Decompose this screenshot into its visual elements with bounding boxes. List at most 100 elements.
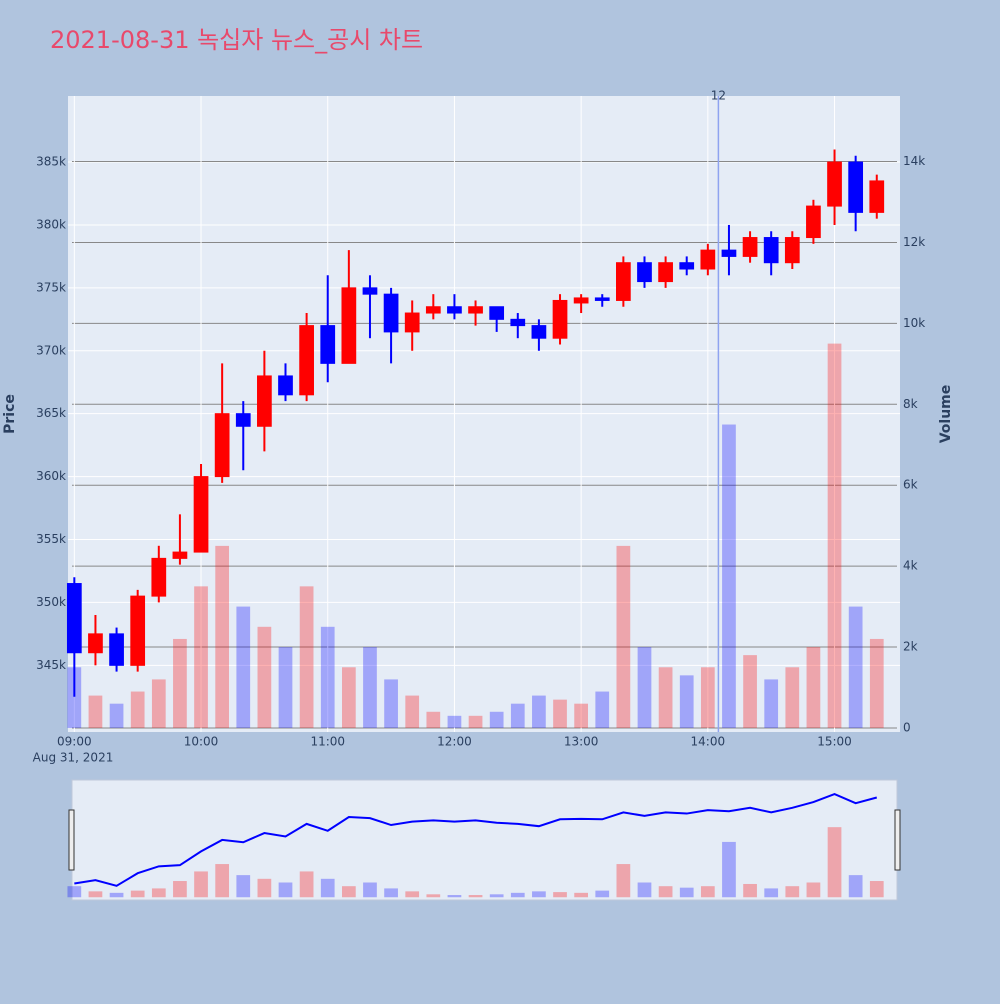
slider-volume-bar [616, 864, 631, 898]
slider-volume-bar [363, 882, 377, 898]
slider-volume-bar [806, 882, 821, 898]
x-tick-label: 12:00 [437, 735, 472, 749]
candle-body [510, 318, 526, 327]
slider-volume-bar [489, 894, 504, 898]
slider-volume-bar [595, 890, 610, 898]
candle-body [278, 375, 293, 396]
candle-body [489, 306, 505, 320]
slider-volume-bar [869, 881, 884, 898]
x-tick-label: 15:00 [817, 735, 852, 749]
slider-volume-bar [151, 888, 166, 898]
y-axis-title: Price [2, 394, 18, 434]
y2-tick-label: 2k [903, 640, 918, 654]
y2-tick-label: 14k [903, 154, 925, 168]
slider-volume-bar [320, 878, 335, 898]
volume-bar [510, 703, 525, 728]
volume-bar [489, 711, 504, 728]
candle-body [257, 375, 272, 427]
volume-bar [764, 679, 779, 728]
annotation-label: 12 [711, 89, 726, 103]
x-date-label: Aug 31, 2021 [33, 751, 114, 765]
volume-bar [447, 715, 462, 728]
volume-bar [722, 424, 736, 728]
candle-body [235, 413, 251, 427]
slider-volume-bar [637, 882, 652, 898]
volume-bar [468, 715, 483, 728]
candle-body [172, 551, 188, 559]
candle-body [573, 297, 589, 304]
volume-bar [215, 545, 230, 728]
candle-body [848, 161, 864, 213]
slider-volume-bar [764, 888, 779, 898]
volume-bar [679, 675, 694, 728]
volume-bar [363, 647, 377, 728]
slider-volume-bar [173, 881, 187, 898]
volume-bar [405, 695, 420, 728]
slider-volume-bar [700, 886, 715, 898]
candle-body [193, 476, 209, 553]
volume-bar [320, 626, 335, 728]
slider-handle[interactable] [894, 809, 901, 871]
volume-bar [574, 703, 588, 728]
volume-bar [848, 606, 863, 728]
y-tick-label: 355k [36, 532, 66, 546]
volume-bar [827, 343, 842, 728]
candle-body [130, 595, 146, 666]
slider-volume-bar [574, 892, 588, 898]
candle-body [869, 180, 885, 213]
candle-body [66, 583, 82, 654]
x-tick-label: 11:00 [310, 735, 345, 749]
y2-axis-title: Volume [938, 385, 954, 444]
y-tick-label: 380k [36, 217, 66, 231]
volume-bar [658, 667, 673, 728]
candle-body [214, 413, 230, 478]
y-tick-label: 375k [36, 280, 66, 294]
slider-volume-bar [827, 827, 842, 898]
slider-volume-bar [743, 883, 757, 898]
slider-volume-bar [299, 871, 314, 898]
volume-bar [257, 626, 272, 728]
slider-handle[interactable] [68, 809, 75, 871]
y-tick-label: 370k [36, 343, 66, 357]
candle-body [784, 237, 800, 264]
candle-body [700, 249, 716, 270]
candle-body [721, 249, 737, 257]
slider-volume-bar [257, 878, 272, 898]
x-tick-label: 09:00 [57, 735, 92, 749]
slider-volume-bar [88, 891, 103, 898]
slider-volume-bar [67, 886, 82, 898]
slider-volume-bar [553, 892, 567, 898]
chart-title: 2021-08-31 녹십자 뉴스_공시 차트 [50, 26, 423, 54]
candle-body [679, 262, 695, 270]
x-tick-label: 13:00 [564, 735, 599, 749]
candle-body [594, 297, 610, 301]
y-tick-label: 360k [36, 469, 66, 483]
volume-bar [616, 545, 631, 728]
volume-bar [236, 606, 251, 728]
range-slider[interactable] [71, 779, 898, 901]
candle-body [341, 287, 357, 364]
candle-body [658, 262, 673, 283]
volume-bar [67, 667, 82, 728]
candle-body [88, 633, 103, 654]
slider-volume-bar [658, 886, 673, 898]
candle-body [616, 262, 631, 301]
y2-tick-label: 8k [903, 397, 918, 411]
volume-bar [109, 703, 124, 728]
slider-volume-bar [384, 888, 398, 898]
candle-body [425, 306, 441, 314]
candle-body [552, 299, 568, 339]
volume-bar [299, 586, 314, 728]
candle-body [383, 293, 399, 333]
y-tick-label: 385k [36, 155, 66, 169]
y2-tick-label: 10k [903, 316, 925, 330]
volume-bar [151, 679, 166, 728]
volume-bar [130, 691, 145, 728]
volume-bar [532, 695, 546, 728]
slider-volume-bar [194, 871, 208, 898]
slider-volume-bar [215, 864, 230, 898]
slider-volume-bar [468, 895, 483, 898]
volume-bar [278, 647, 293, 728]
candle-body [763, 237, 779, 264]
